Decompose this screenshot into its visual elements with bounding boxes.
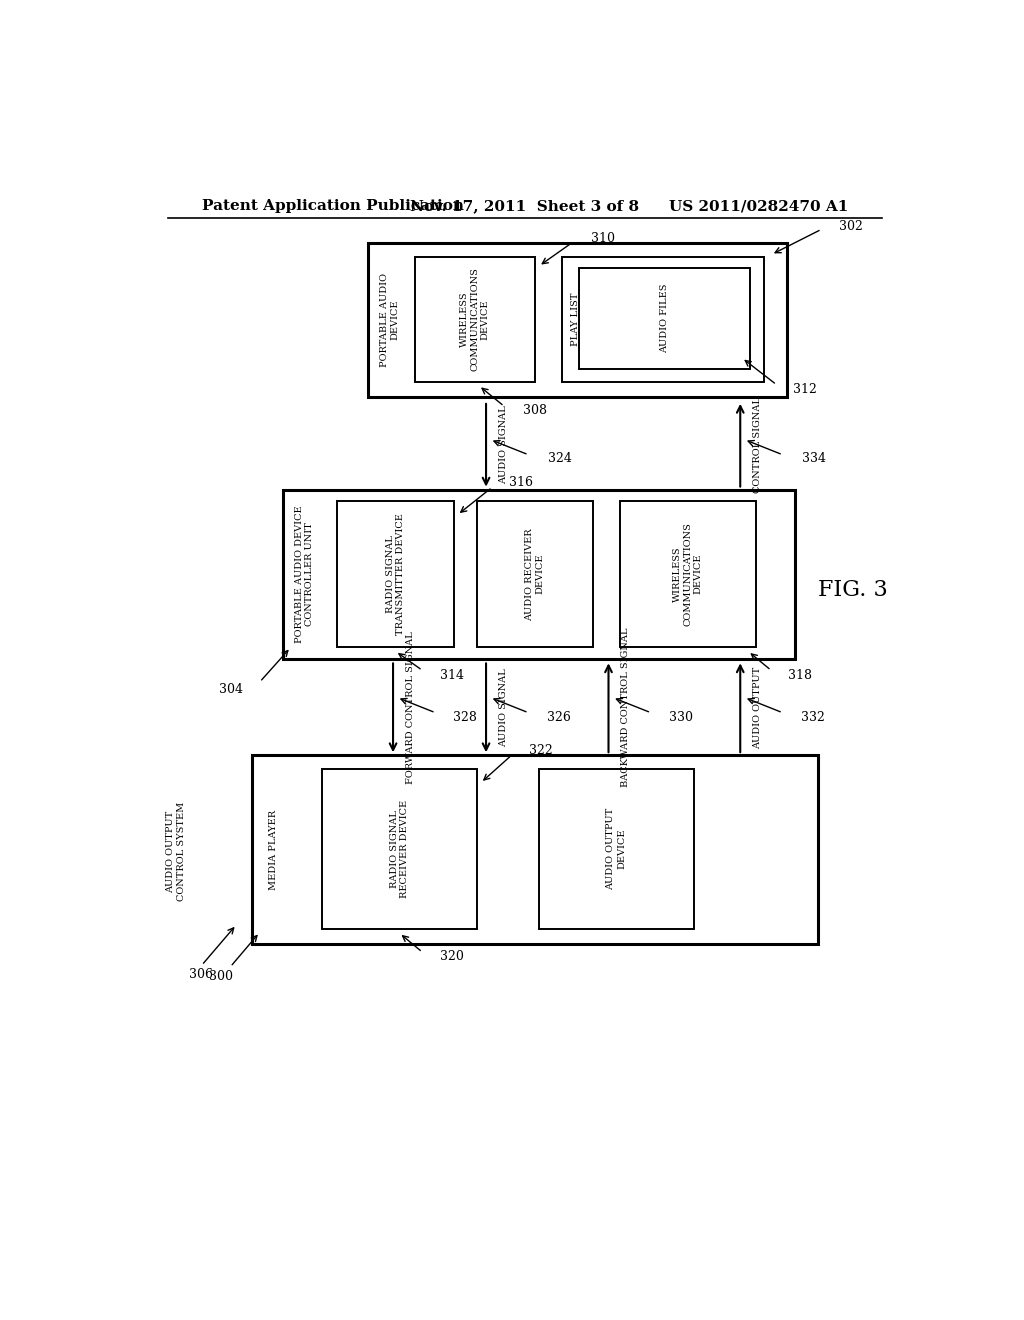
Text: 306: 306 xyxy=(189,968,213,981)
Text: AUDIO FILES: AUDIO FILES xyxy=(659,284,669,354)
Text: US 2011/0282470 A1: US 2011/0282470 A1 xyxy=(670,199,849,213)
Text: MEDIA PLAYER: MEDIA PLAYER xyxy=(269,809,279,890)
Text: Patent Application Publication: Patent Application Publication xyxy=(202,199,464,213)
Text: CONTROL SIGNAL: CONTROL SIGNAL xyxy=(753,397,762,492)
Bar xyxy=(562,257,764,381)
Bar xyxy=(539,770,693,929)
Text: 312: 312 xyxy=(793,383,817,396)
Text: 310: 310 xyxy=(591,232,614,246)
Text: 320: 320 xyxy=(439,950,464,964)
Text: PORTABLE AUDIO DEVICE
CONTROLLER UNIT: PORTABLE AUDIO DEVICE CONTROLLER UNIT xyxy=(295,506,314,643)
Text: AUDIO OUTPUT: AUDIO OUTPUT xyxy=(753,667,762,748)
Text: AUDIO OUTPUT
CONTROL SYSTEM: AUDIO OUTPUT CONTROL SYSTEM xyxy=(166,801,185,902)
Bar xyxy=(621,502,756,647)
Text: 330: 330 xyxy=(669,711,693,723)
Text: FIG. 3: FIG. 3 xyxy=(818,578,888,601)
Text: WIRELESS
COMMUNICATIONS
DEVICE: WIRELESS COMMUNICATIONS DEVICE xyxy=(460,268,489,371)
Text: 318: 318 xyxy=(788,668,812,681)
Text: FORWARD CONTROL SIGNAL: FORWARD CONTROL SIGNAL xyxy=(406,631,415,784)
Bar xyxy=(283,490,795,659)
Text: RADIO SIGNAL
TRANSMITTER DEVICE: RADIO SIGNAL TRANSMITTER DEVICE xyxy=(386,513,406,635)
Text: WIRELESS
COMMUNICATIONS
DEVICE: WIRELESS COMMUNICATIONS DEVICE xyxy=(673,523,702,626)
Text: 302: 302 xyxy=(840,219,863,232)
Bar xyxy=(337,502,454,647)
Text: 316: 316 xyxy=(509,477,534,490)
Bar xyxy=(369,243,786,397)
Text: RADIO SIGNAL
RECEIVER DEVICE: RADIO SIGNAL RECEIVER DEVICE xyxy=(389,800,409,898)
Text: 328: 328 xyxy=(454,711,477,723)
Text: 304: 304 xyxy=(219,684,243,696)
Text: PORTABLE AUDIO
DEVICE: PORTABLE AUDIO DEVICE xyxy=(380,273,399,367)
Text: 334: 334 xyxy=(802,453,826,465)
Text: AUDIO SIGNAL: AUDIO SIGNAL xyxy=(499,405,508,484)
Text: 300: 300 xyxy=(209,970,233,982)
Text: PLAY LIST: PLAY LIST xyxy=(571,293,581,346)
Text: AUDIO OUTPUT
DEVICE: AUDIO OUTPUT DEVICE xyxy=(606,808,626,890)
Text: 324: 324 xyxy=(548,453,572,465)
Text: AUDIO SIGNAL: AUDIO SIGNAL xyxy=(499,668,508,747)
Text: 314: 314 xyxy=(440,668,464,681)
Text: BACKWARD CONTROL SIGNAL: BACKWARD CONTROL SIGNAL xyxy=(621,627,630,787)
Text: 308: 308 xyxy=(523,404,547,417)
Bar xyxy=(415,257,535,381)
Text: 332: 332 xyxy=(801,711,824,723)
Text: 326: 326 xyxy=(547,711,570,723)
Bar xyxy=(322,770,477,929)
Bar xyxy=(477,502,593,647)
Bar xyxy=(252,755,818,944)
Text: AUDIO RECEIVER
DEVICE: AUDIO RECEIVER DEVICE xyxy=(525,528,545,620)
Bar xyxy=(579,268,750,370)
Text: Nov. 17, 2011  Sheet 3 of 8: Nov. 17, 2011 Sheet 3 of 8 xyxy=(411,199,639,213)
Text: 322: 322 xyxy=(529,744,553,758)
